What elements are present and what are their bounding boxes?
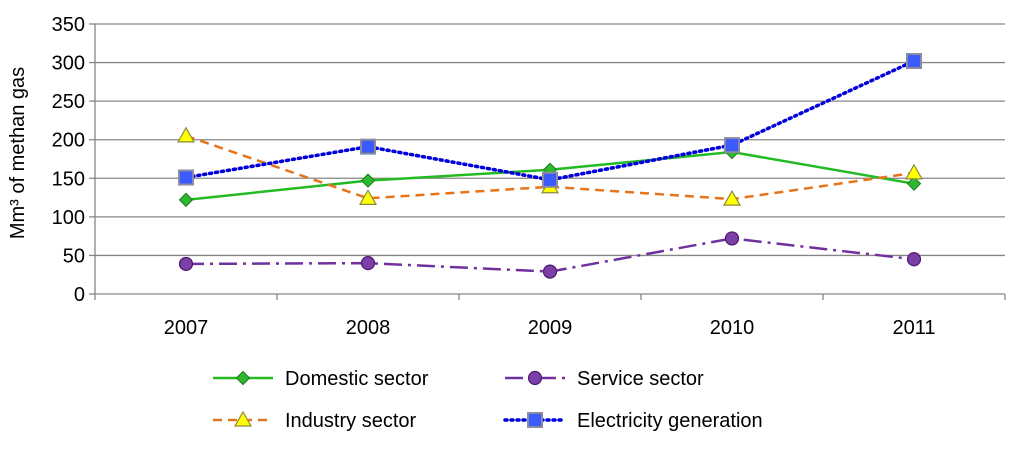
data-point bbox=[360, 173, 376, 188]
data-point bbox=[906, 176, 922, 191]
series-service-sector bbox=[178, 231, 922, 279]
y-tick-label: 200 bbox=[52, 130, 85, 152]
legend-label: Electricity generation bbox=[577, 410, 763, 432]
data-point bbox=[178, 256, 194, 272]
data-point bbox=[904, 163, 924, 180]
data-point bbox=[176, 126, 196, 143]
data-point bbox=[724, 231, 740, 246]
y-tick-label: 250 bbox=[52, 91, 85, 113]
legend-item: Electricity generation bbox=[503, 410, 763, 432]
legend-marker bbox=[233, 410, 253, 427]
legend-marker bbox=[527, 370, 543, 386]
legend-marker bbox=[527, 412, 543, 428]
y-tick-label: 150 bbox=[52, 168, 85, 190]
y-tick-labels: 0 50 100 150 200 250 300 350 bbox=[52, 14, 85, 306]
data-point bbox=[358, 189, 378, 205]
data-point bbox=[542, 264, 558, 279]
legend-label: Service sector bbox=[577, 368, 704, 390]
series-line bbox=[184, 59, 916, 182]
series-group bbox=[176, 53, 924, 279]
y-tick-label: 300 bbox=[52, 53, 85, 75]
x-tick-label: 2011 bbox=[892, 317, 935, 339]
data-point bbox=[178, 169, 194, 186]
series-electricity-generation bbox=[178, 53, 922, 188]
legend-item: Domestic sector bbox=[213, 368, 429, 390]
series-industry-sector bbox=[176, 126, 924, 206]
x-tick-label: 2008 bbox=[346, 317, 391, 339]
data-point bbox=[360, 256, 376, 271]
legend-marker bbox=[235, 370, 251, 386]
legend-item: Industry sector bbox=[213, 410, 417, 432]
series-line bbox=[185, 134, 915, 201]
legend-label: Domestic sector bbox=[285, 368, 429, 390]
y-tick-label: 100 bbox=[52, 207, 85, 229]
x-tick-labels: 2007 2008 2009 2010 2011 bbox=[164, 317, 936, 339]
data-point bbox=[542, 171, 558, 188]
y-tick-label: 50 bbox=[63, 245, 85, 267]
y-tick-label: 350 bbox=[52, 14, 85, 36]
data-point bbox=[722, 189, 742, 206]
axes bbox=[94, 24, 1006, 300]
data-point bbox=[724, 137, 740, 154]
y-axis-label: Mm³ of methan gas bbox=[7, 67, 29, 239]
x-tick-label: 2009 bbox=[528, 317, 573, 339]
x-tick-label: 2007 bbox=[164, 317, 209, 339]
legend-item: Service sector bbox=[505, 368, 704, 390]
y-tick-label: 0 bbox=[74, 284, 85, 306]
legend: Domestic sector Service sector Industry se… bbox=[213, 368, 763, 432]
data-point bbox=[178, 192, 194, 208]
data-point bbox=[906, 252, 922, 267]
data-point bbox=[360, 138, 376, 155]
x-tick-label: 2010 bbox=[710, 317, 755, 339]
data-point bbox=[906, 53, 922, 70]
legend-label: Industry sector bbox=[285, 410, 417, 432]
